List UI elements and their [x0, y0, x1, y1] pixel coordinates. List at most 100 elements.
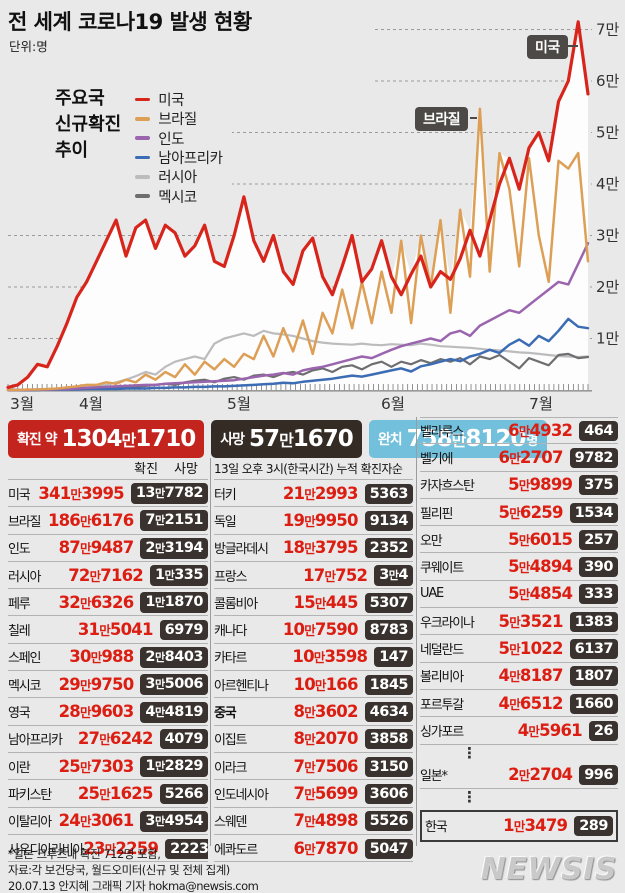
table-row: 프랑스 17만752 3만4 [214, 562, 413, 590]
deaths-badge: 996 [579, 765, 618, 786]
man-unit: 만 [70, 486, 82, 502]
country-name: 이란 [8, 760, 31, 776]
deaths-cell: 3606 [364, 783, 413, 804]
confirmed-count: 7만5699 [293, 783, 359, 803]
man-unit: 만 [155, 514, 165, 528]
country-name: 인도네시아 [214, 787, 269, 803]
country-name: 볼리비아 [420, 670, 464, 686]
country-name: 브라질 [8, 514, 41, 530]
deaths-badge: 13만7782 [130, 483, 208, 505]
legend-swatch [135, 97, 151, 102]
legend-swatch [135, 194, 151, 198]
confirmed-count: 2만2704 [508, 765, 573, 785]
country-name: 카타르 [214, 651, 247, 667]
unit-label: 단위:명 [9, 39, 48, 54]
table-row: 우크라이나 5만3521 1383 [420, 608, 618, 636]
deaths-cell: 4634 [364, 701, 413, 723]
country-name: 미국 [8, 487, 31, 503]
deaths-cell: 1807 [569, 665, 618, 687]
man-unit: 만 [155, 487, 165, 501]
table-row: 에콰도르 6만7870 5047 [214, 835, 413, 863]
deaths-badge: 3만4 [374, 565, 413, 587]
country-name: 독일 [214, 514, 237, 530]
chart-legend: 주요국 신규확진 추이 미국 브라질 인도 남아프리카 러시아 멕시코 [55, 84, 233, 212]
deaths-badge: 4634 [364, 702, 413, 723]
deaths-badge: 1만335 [150, 565, 208, 587]
confirmed-count: 25만1625 [77, 783, 154, 803]
confirmed-count: 6만4932 [508, 420, 573, 440]
confirmed-count: 18만3795 [282, 538, 359, 558]
legend-label: 브라질 [158, 112, 197, 129]
man-unit: 만 [89, 568, 101, 584]
country-name: 터키 [214, 487, 237, 503]
man-unit: 만 [304, 759, 315, 775]
deaths-cell: 1660 [569, 693, 618, 714]
man-unit: 만 [388, 569, 399, 583]
man-unit: 만 [155, 814, 165, 828]
confirmed-count: 8만3602 [293, 702, 359, 722]
line-chart: 1만 2만 3만 4만 5만 6만 7만 3월 4월 5월 6월 7월 [6, 20, 620, 413]
deaths-badge: 5047 [364, 838, 413, 859]
country-name: 방글라데시 [214, 542, 269, 558]
y-axis-label: 6만 [596, 72, 620, 90]
confirmed-count: 32만6326 [58, 592, 135, 612]
legend-swatch [135, 136, 151, 140]
table-row: 이라크 7만7506 3150 [214, 753, 413, 781]
confirmed-count: 24만3061 [58, 811, 135, 831]
legend-label: 인도 [158, 131, 184, 148]
table-row: 콜롬비아 15만445 5307 [214, 589, 413, 617]
man-unit: 만 [314, 677, 326, 693]
page-title: 전 세계 코로나19 발생 현황 [8, 10, 252, 34]
confirmed-count: 7만7506 [293, 756, 359, 776]
confirmed-count: 341만3995 [38, 483, 124, 503]
annotation-brazil-connector [470, 117, 477, 119]
country-name: 이라크 [214, 760, 247, 776]
deaths-cell: 9134 [364, 510, 413, 531]
deaths-badge: 3150 [364, 756, 413, 777]
table-row: 벨기에 6만2707 9782 [420, 444, 618, 472]
deaths-cell: 5526 [364, 810, 413, 832]
legend-swatch [135, 117, 151, 121]
ellipsis-row: ⋮ [462, 787, 477, 806]
deaths-badge: 2만3194 [140, 537, 208, 559]
table-row: 쿠웨이트 5만4894 390 [420, 553, 618, 581]
x-axis-label: 7월 [529, 395, 553, 413]
country-name: 카자흐스탄 [420, 479, 475, 495]
man-unit: 만 [509, 450, 520, 466]
country-name: 프랑스 [214, 569, 247, 585]
deaths-badge: 5363 [364, 483, 413, 504]
deaths-cell: 2만3194 [140, 537, 208, 559]
man-unit: 만 [279, 431, 294, 450]
legend-label: 러시아 [158, 170, 197, 187]
country-name: 이탈리아 [8, 815, 52, 831]
deaths-badge: 4만4819 [140, 701, 208, 723]
table-row: 벨라루스 6만4932 464 [420, 417, 618, 445]
deaths-cell: 375 [579, 474, 618, 496]
stat-value: 1304만1710 [61, 426, 197, 452]
confirmed-count: 17만752 [303, 565, 368, 585]
deaths-cell: 1534 [569, 502, 618, 523]
stat-label: 사망 [220, 432, 245, 448]
man-unit: 만 [509, 642, 520, 658]
deaths-badge: 6979 [159, 620, 208, 641]
man-unit: 만 [518, 423, 530, 439]
man-unit: 만 [155, 541, 165, 555]
table-row: 칠레 31만5041 6979 [8, 616, 208, 644]
deaths-badge: 2만8403 [140, 646, 208, 668]
confirmed-count: 4만8187 [498, 666, 564, 686]
table-row: 남아프리카 27만6242 4079 [8, 726, 208, 753]
country-name: 멕시코 [8, 678, 41, 694]
man-unit: 만 [79, 814, 91, 830]
deaths-cell: 257 [579, 529, 618, 550]
deaths-cell: 147 [374, 646, 413, 668]
man-unit: 만 [314, 595, 326, 611]
table-row: 네덜란드 5만1022 6137 [420, 635, 618, 663]
right-column-topline [420, 417, 618, 418]
legend-swatch [135, 175, 151, 179]
country-name: UAE [420, 586, 444, 602]
table-row: 영국 28만9603 4만4819 [8, 698, 208, 726]
y-axis-label: 1만 [596, 330, 620, 348]
header-deaths: 사망 [174, 462, 198, 477]
table-row: 멕시코 29만9750 3만5006 [8, 671, 208, 699]
